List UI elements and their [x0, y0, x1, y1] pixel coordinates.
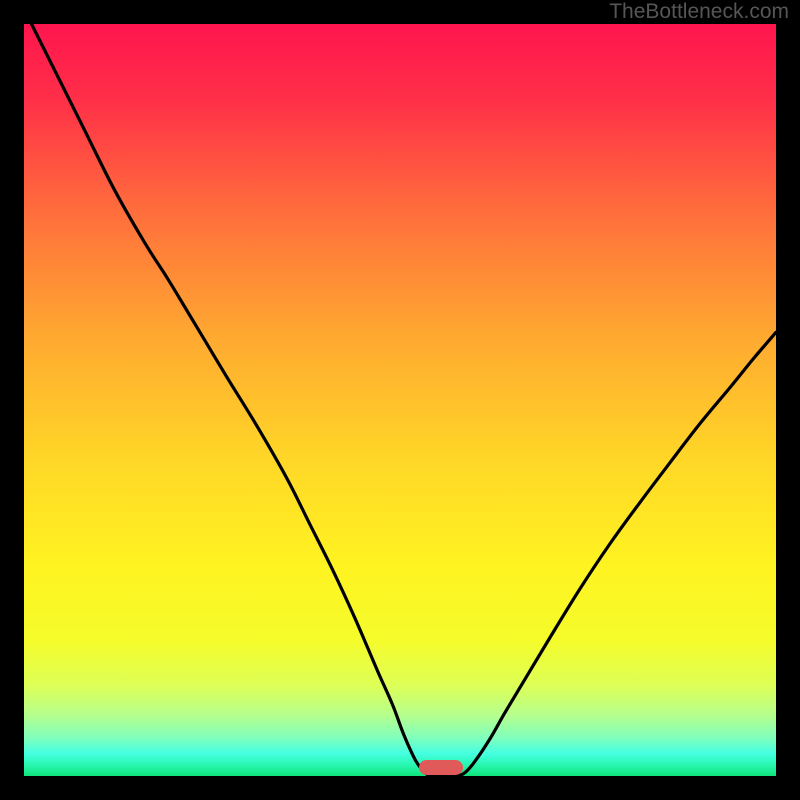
- plot-area: [24, 24, 776, 776]
- bottleneck-curve: [32, 24, 776, 776]
- curve-svg: [24, 24, 776, 776]
- watermark-text: TheBottleneck.com: [609, 0, 789, 24]
- minimum-marker: [419, 760, 463, 775]
- chart-container: { "type": "line", "watermark": { "text":…: [0, 0, 800, 800]
